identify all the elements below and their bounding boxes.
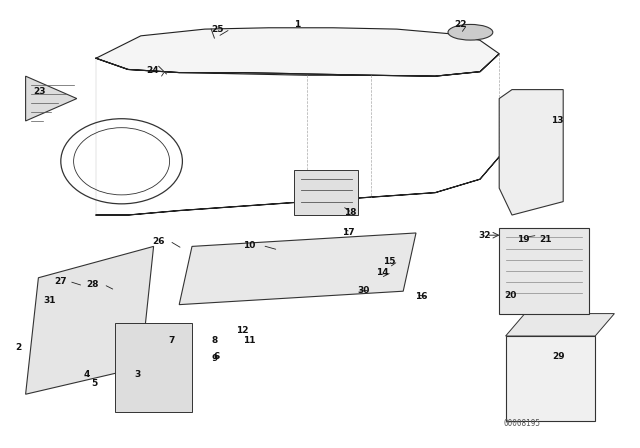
Polygon shape bbox=[499, 90, 563, 215]
Text: 26: 26 bbox=[152, 237, 165, 246]
Text: 32: 32 bbox=[479, 231, 492, 240]
Text: 6: 6 bbox=[213, 352, 220, 361]
Text: 16: 16 bbox=[415, 292, 428, 301]
Polygon shape bbox=[506, 314, 614, 336]
Polygon shape bbox=[96, 28, 499, 76]
Text: 17: 17 bbox=[342, 228, 355, 237]
Text: 22: 22 bbox=[454, 20, 467, 29]
Text: 2: 2 bbox=[15, 343, 21, 352]
Text: 1: 1 bbox=[294, 20, 301, 29]
Text: 24: 24 bbox=[146, 66, 159, 75]
Text: 13: 13 bbox=[550, 116, 563, 125]
Polygon shape bbox=[506, 336, 595, 421]
Polygon shape bbox=[115, 323, 192, 412]
Text: 10: 10 bbox=[243, 241, 256, 250]
Ellipse shape bbox=[448, 24, 493, 40]
Polygon shape bbox=[499, 228, 589, 314]
Text: 4: 4 bbox=[83, 370, 90, 379]
Text: 23: 23 bbox=[33, 87, 46, 96]
Polygon shape bbox=[294, 170, 358, 215]
Text: 5: 5 bbox=[92, 379, 98, 388]
Polygon shape bbox=[179, 233, 416, 305]
Text: 9: 9 bbox=[211, 354, 218, 363]
Text: 20: 20 bbox=[504, 291, 517, 300]
Text: 14: 14 bbox=[376, 268, 389, 277]
Text: 3: 3 bbox=[134, 370, 141, 379]
Text: 19: 19 bbox=[517, 235, 530, 244]
Text: 29: 29 bbox=[552, 352, 564, 361]
Text: 18: 18 bbox=[344, 208, 357, 217]
Text: 11: 11 bbox=[243, 336, 256, 345]
Text: 25: 25 bbox=[211, 25, 224, 34]
Polygon shape bbox=[26, 76, 77, 121]
Text: 28: 28 bbox=[86, 280, 99, 289]
Text: 31: 31 bbox=[44, 296, 56, 305]
Text: 27: 27 bbox=[54, 277, 67, 286]
Text: 21: 21 bbox=[539, 235, 552, 244]
Text: 00008195: 00008195 bbox=[503, 419, 540, 428]
Text: 7: 7 bbox=[168, 336, 175, 345]
Polygon shape bbox=[26, 246, 154, 394]
Text: 15: 15 bbox=[383, 257, 396, 266]
Text: 12: 12 bbox=[236, 326, 248, 335]
Text: 8: 8 bbox=[211, 336, 218, 345]
Text: 30: 30 bbox=[357, 286, 370, 295]
Polygon shape bbox=[96, 54, 499, 215]
